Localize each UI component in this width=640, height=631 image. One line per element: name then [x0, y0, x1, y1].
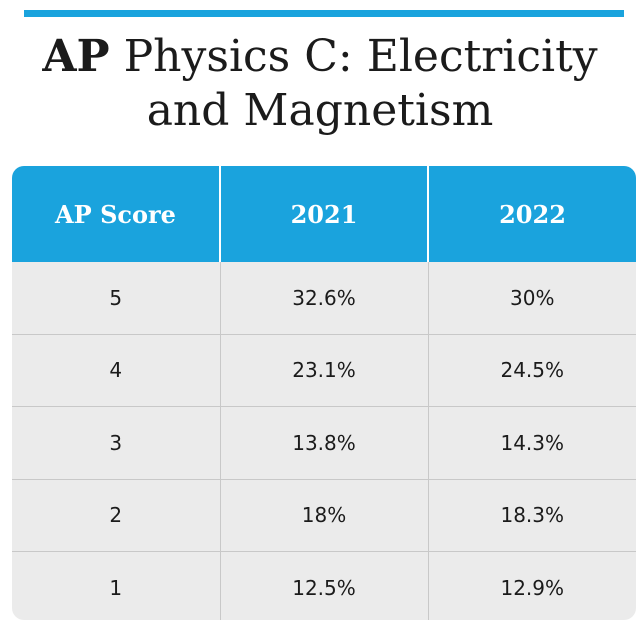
value-2022-cell: 18.3%	[428, 478, 636, 552]
title-subject: Physics C: Electricity	[123, 31, 598, 82]
title-line-2: and Magnetism	[146, 85, 494, 136]
score-cell: 4	[12, 333, 221, 407]
table-row: 1 12.5% 12.9%	[12, 551, 636, 620]
table-body: 5 32.6% 30% 4 23.1% 24.5% 3 13.8% 14.3% 2 18% 18.3%…	[12, 262, 636, 620]
value-2021-cell: 32.6%	[220, 262, 429, 334]
header-ap-score: AP Score	[12, 166, 221, 262]
title-line-1: AP Physics C: Electricity	[0, 30, 640, 84]
top-accent-rule	[24, 10, 624, 17]
table-row: 3 13.8% 14.3%	[12, 406, 636, 479]
table-header-row: AP Score 2021 2022	[12, 166, 636, 262]
value-2022-cell: 14.3%	[428, 406, 636, 479]
score-cell: 1	[12, 551, 221, 620]
score-cell: 2	[12, 478, 221, 552]
title-ap: AP	[42, 31, 110, 82]
value-2022-cell: 24.5%	[428, 333, 636, 407]
score-table: AP Score 2021 2022 5 32.6% 30% 4 23.1% 24.5% 3…	[12, 166, 636, 620]
table-row: 5 32.6% 30%	[12, 262, 636, 334]
score-table-container: AP Score 2021 2022 5 32.6% 30% 4 23.1% 24.5% 3…	[12, 166, 636, 620]
table-row: 4 23.1% 24.5%	[12, 333, 636, 407]
score-cell: 3	[12, 406, 221, 479]
value-2021-cell: 13.8%	[220, 406, 429, 479]
table-row: 2 18% 18.3%	[12, 478, 636, 552]
score-cell: 5	[12, 262, 221, 334]
value-2021-cell: 12.5%	[220, 551, 429, 620]
header-2022: 2022	[428, 166, 636, 262]
page-title: AP Physics C: Electricity and Magnetism	[0, 30, 640, 138]
value-2022-cell: 12.9%	[428, 551, 636, 620]
value-2021-cell: 23.1%	[220, 333, 429, 407]
value-2022-cell: 30%	[510, 285, 555, 310]
value-2021-cell: 18%	[220, 478, 429, 552]
header-2021: 2021	[220, 166, 429, 262]
